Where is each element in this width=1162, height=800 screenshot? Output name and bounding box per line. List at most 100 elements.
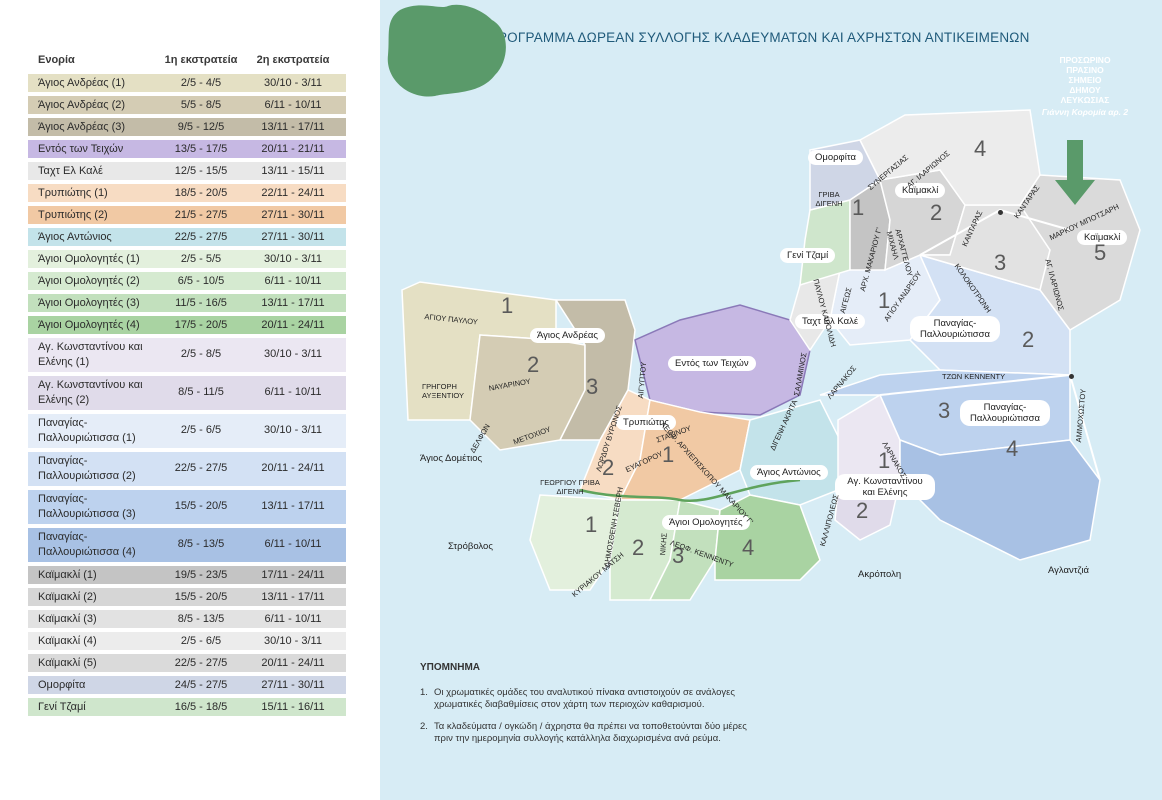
legend-item: 1. Οι χρωματικές ομάδες του αναλυτικού π… bbox=[420, 687, 750, 711]
label-entos-ton-teichon: Εντός των Τειχών bbox=[668, 356, 756, 371]
cell-parish: Καϊμακλί (5) bbox=[38, 657, 97, 669]
label-geni-tzami: Γενί Τζαμί bbox=[780, 248, 836, 263]
cell-second-campaign: 30/10 - 3/11 bbox=[264, 253, 322, 265]
table-row: Άγιος Αντώνιος 22/5 - 27/5 27/11 - 30/11 bbox=[28, 228, 346, 246]
table-row: Ταχτ Ελ Καλέ 12/5 - 15/5 13/11 - 15/11 bbox=[28, 162, 346, 180]
area-number: 2 bbox=[602, 455, 615, 480]
cell-second-campaign: 30/10 - 3/11 bbox=[264, 348, 322, 360]
table-row: Γενί Τζαμί 16/5 - 18/5 15/11 - 16/11 bbox=[28, 698, 346, 716]
table-row: Άγιος Ανδρέας (3) 9/5 - 12/5 13/11 - 17/11 bbox=[28, 118, 346, 136]
cell-first-campaign: 15/5 - 20/5 bbox=[174, 500, 228, 512]
header-parish: Ενορία bbox=[38, 54, 75, 66]
table-row: Αγ. Κωνσταντίνου και Ελένης (1) 2/5 - 8/5… bbox=[28, 338, 346, 372]
cell-first-campaign: 9/5 - 12/5 bbox=[177, 121, 225, 133]
header-first-campaign: 1η εκστρατεία bbox=[164, 54, 238, 66]
cell-second-campaign: 6/11 - 10/11 bbox=[264, 386, 322, 398]
cell-first-campaign: 17/5 - 20/5 bbox=[174, 319, 228, 331]
green-point-line: ΠΡΟΣΩΡΙΝΟ bbox=[1059, 55, 1111, 65]
area-number: 1 bbox=[585, 512, 598, 537]
cell-second-campaign: 30/10 - 3/11 bbox=[264, 424, 322, 436]
label-agios-antonios: Άγιος Αντώνιος bbox=[750, 465, 828, 480]
cell-second-campaign: 17/11 - 24/11 bbox=[261, 569, 325, 581]
legend-item: 2. Τα κλαδεύματα / ογκώδη / άχρηστα θα π… bbox=[420, 721, 750, 745]
label-pallouriotissa-b: Παναγίας-Παλλουριώτισσα bbox=[960, 400, 1050, 426]
label-omorfita: Ομορφίτα bbox=[808, 150, 863, 165]
cell-parish: Άγιος Ανδρέας (2) bbox=[38, 99, 126, 111]
label-konstantinou: Αγ. Κωνσταντίνου και Ελένης bbox=[835, 474, 935, 500]
cell-first-campaign: 8/5 - 11/5 bbox=[178, 386, 224, 398]
label-kaimakli-a: Καϊμακλί bbox=[895, 183, 946, 198]
area-number: 1 bbox=[878, 288, 891, 313]
map-panel: ΠΡΟΓΡΑΜΜΑ ΔΩΡΕΑΝ ΣΥΛΛΟΓΗΣ ΚΛΑΔΕΥΜΑΤΩΝ ΚΑ… bbox=[380, 0, 1162, 800]
cell-first-campaign: 8/5 - 13/5 bbox=[177, 613, 225, 625]
cell-first-campaign: 8/5 - 13/5 bbox=[177, 538, 225, 550]
cell-first-campaign: 2/5 - 8/5 bbox=[180, 348, 222, 360]
cell-second-campaign: 13/11 - 17/11 bbox=[261, 297, 325, 309]
table-row: Τρυπιώτης (2) 21/5 - 27/5 27/11 - 30/11 bbox=[28, 206, 346, 224]
cell-first-campaign: 16/5 - 18/5 bbox=[174, 701, 228, 713]
cell-first-campaign: 13/5 - 17/5 bbox=[174, 143, 228, 155]
cell-parish: Τρυπιώτης (1) bbox=[38, 187, 108, 199]
area-number: 2 bbox=[527, 352, 540, 377]
legend-number: 1. bbox=[420, 687, 428, 698]
cell-first-campaign: 2/5 - 4/5 bbox=[180, 77, 222, 89]
cell-parish: Άγιοι Ομολογητές (3) bbox=[38, 297, 140, 309]
cell-first-campaign: 21/5 - 27/5 bbox=[174, 209, 228, 221]
cell-first-campaign: 18/5 - 20/5 bbox=[174, 187, 228, 199]
cell-parish: Άγιος Ανδρέας (3) bbox=[38, 121, 126, 133]
cell-second-campaign: 20/11 - 24/11 bbox=[261, 319, 325, 331]
cell-parish: Καϊμακλί (4) bbox=[38, 635, 97, 647]
cell-first-campaign: 22/5 - 27/5 bbox=[174, 462, 228, 474]
district-map bbox=[401, 109, 1141, 601]
cell-parish: Ομορφίτα bbox=[38, 679, 86, 691]
cell-first-campaign: 2/5 - 6/5 bbox=[180, 424, 222, 436]
cell-parish: Καϊμακλί (1) bbox=[38, 569, 97, 581]
cell-second-campaign: 20/11 - 24/11 bbox=[261, 462, 325, 474]
green-point-shape bbox=[387, 4, 506, 97]
cell-second-campaign: 15/11 - 16/11 bbox=[261, 701, 325, 713]
table-row: Καϊμακλί (2) 15/5 - 20/5 13/11 - 17/11 bbox=[28, 588, 346, 606]
table-row: Παναγίας-Παλλουριώτισσα (1) 2/5 - 6/5 30/1… bbox=[28, 414, 346, 448]
table-row: Παναγίας-Παλλουριώτισσα (3) 15/5 - 20/5 13… bbox=[28, 490, 346, 524]
table-header: Ενορία 1η εκστρατεία 2η εκστρατεία bbox=[28, 50, 346, 72]
label-agios-dometios: Άγιος Δομέτιος bbox=[420, 453, 483, 464]
label-kaimakli-b: Καϊμακλί bbox=[1077, 230, 1128, 245]
area-number: 2 bbox=[930, 200, 943, 225]
table-row: Παναγίας-Παλλουριώτισσα (4) 8/5 - 13/5 6/1… bbox=[28, 528, 346, 562]
map-title: ΠΡΟΓΡΑΜΜΑ ΔΩΡΕΑΝ ΣΥΛΛΟΓΗΣ ΚΛΑΔΕΥΜΑΤΩΝ ΚΑ… bbox=[488, 30, 1030, 45]
cell-parish: Εντός των Τειχών bbox=[38, 143, 124, 155]
table-row: Παναγίας-Παλλουριώτισσα (2) 22/5 - 27/5 20… bbox=[28, 452, 346, 486]
cell-second-campaign: 27/11 - 30/11 bbox=[261, 231, 325, 243]
green-point-badge bbox=[387, 4, 506, 97]
cell-second-campaign: 27/11 - 30/11 bbox=[261, 209, 325, 221]
area-number: 3 bbox=[994, 250, 1007, 275]
cell-parish: Παναγίας-Παλλουριώτισσα (3) bbox=[38, 493, 136, 520]
table-row: Καϊμακλί (1) 19/5 - 23/5 17/11 - 24/11 bbox=[28, 566, 346, 584]
street-label: ΓΡΗΓΟΡΗ ΑΥΞΕΝΤΙΟΥ bbox=[422, 382, 465, 400]
cell-parish: Αγ. Κωνσταντίνου και Ελένης (2) bbox=[38, 379, 143, 406]
cell-parish: Τρυπιώτης (2) bbox=[38, 209, 108, 221]
table-row: Άγιος Ανδρέας (2) 5/5 - 8/5 6/11 - 10/11 bbox=[28, 96, 346, 114]
area-number: 2 bbox=[856, 498, 869, 523]
label-takht-el-kale: Ταχτ Ελ Καλέ bbox=[795, 314, 866, 329]
area-number: 3 bbox=[938, 398, 951, 423]
area-number: 1 bbox=[878, 448, 891, 473]
cell-parish: Γενί Τζαμί bbox=[38, 701, 86, 713]
junction-dot bbox=[1069, 374, 1074, 379]
area-pallouriotissa-4 bbox=[899, 438, 1101, 561]
table-row: Εντός των Τειχών 13/5 - 17/5 20/11 - 21/11 bbox=[28, 140, 346, 158]
legend-text: Τα κλαδεύματα / ογκώδη / άχρηστα θα πρέπ… bbox=[434, 721, 747, 744]
area-number: 2 bbox=[632, 535, 645, 560]
label-omologites: Άγιοι Ομολογητές bbox=[662, 515, 750, 530]
area-number: 4 bbox=[1006, 436, 1019, 461]
green-point-text: ΠΡΟΣΩΡΙΝΟ ΠΡΑΣΙΝΟ ΣΗΜΕΙΟ ΔΗΜΟΥ ΛΕΥΚΩΣΙΑΣ… bbox=[1035, 55, 1135, 117]
cell-first-campaign: 22/5 - 27/5 bbox=[174, 657, 228, 669]
green-road bbox=[579, 478, 801, 503]
cell-parish: Παναγίας-Παλλουριώτισσα (1) bbox=[38, 417, 136, 444]
cell-parish: Καϊμακλί (2) bbox=[38, 591, 97, 603]
cell-second-campaign: 6/11 - 10/11 bbox=[264, 99, 322, 111]
legend-number: 2. bbox=[420, 721, 428, 732]
cell-parish: Άγιοι Ομολογητές (1) bbox=[38, 253, 140, 265]
area-number: 1 bbox=[852, 195, 865, 220]
green-point-line: ΛΕΥΚΩΣΙΑΣ bbox=[1060, 95, 1110, 105]
